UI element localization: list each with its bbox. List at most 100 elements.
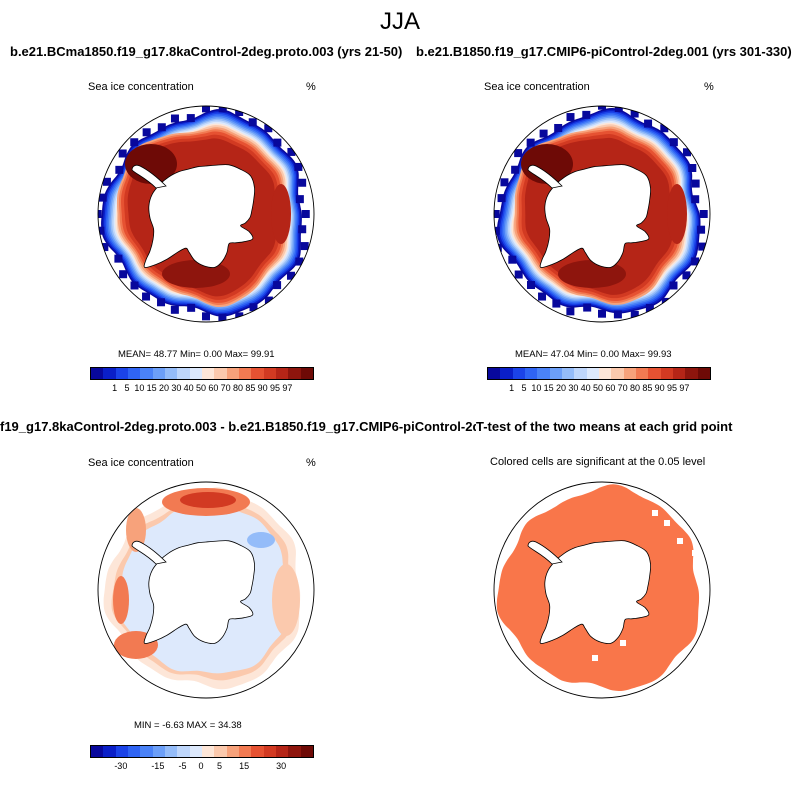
colorbar-swatch bbox=[524, 368, 538, 379]
diff-max-core bbox=[180, 492, 236, 508]
colorbar-swatch bbox=[288, 746, 301, 757]
colorbar-tick-label: -15 bbox=[151, 761, 165, 771]
colorbar-swatch bbox=[201, 368, 215, 379]
colorbar-tick-label: 95 bbox=[269, 383, 280, 393]
ice-edge-cell bbox=[286, 271, 295, 280]
ice-edge-cell bbox=[142, 128, 151, 137]
colorbar-swatch bbox=[623, 368, 636, 379]
ice-edge-cell bbox=[682, 271, 691, 280]
panel-1-stats: MEAN= 48.77 Min= 0.00 Max= 99.91 bbox=[118, 349, 275, 360]
map-border bbox=[493, 105, 711, 323]
colorbar-swatch bbox=[635, 368, 649, 379]
colorbar-swatch bbox=[214, 368, 227, 379]
panel-3-stats: MIN = -6.63 MAX = 34.38 bbox=[134, 720, 242, 731]
colorbar-tick-label: 5 bbox=[216, 761, 222, 771]
colorbar-tick-label: 60 bbox=[605, 383, 616, 393]
colorbar-tick-label: 80 bbox=[232, 383, 243, 393]
ice-edge-cell bbox=[645, 303, 654, 312]
colorbar-tick-label: 95 bbox=[666, 383, 677, 393]
ice-edge-cell bbox=[598, 309, 606, 318]
ice-edge-cell bbox=[688, 163, 697, 172]
panel-3-colorbar bbox=[90, 745, 314, 758]
ice-edge-cell bbox=[157, 123, 166, 132]
panel-2-field-label: Sea ice concentration bbox=[484, 81, 590, 93]
panel-2-stats: MEAN= 47.04 Min= 0.00 Max= 99.93 bbox=[515, 349, 672, 360]
ice-edge-cell bbox=[142, 292, 151, 301]
ice-edge-cell bbox=[294, 162, 303, 171]
colorbar-swatch bbox=[697, 368, 710, 379]
colorbar-tick-label: 30 bbox=[276, 761, 287, 771]
colorbar-swatch bbox=[660, 368, 673, 379]
ice-edge-cell bbox=[566, 113, 575, 122]
ice-edge-cell bbox=[697, 225, 706, 234]
non-significant-cell bbox=[652, 510, 658, 516]
non-significant-cell bbox=[677, 538, 683, 544]
colorbar-tick-label: 85 bbox=[245, 383, 256, 393]
colorbar-tick-label: 80 bbox=[629, 383, 640, 393]
non-significant-cell bbox=[692, 550, 698, 556]
panel-1-map bbox=[97, 105, 315, 323]
colorbar-swatch bbox=[500, 368, 513, 379]
ice-edge-cell bbox=[511, 165, 520, 174]
map-border bbox=[97, 105, 315, 323]
colorbar-swatch bbox=[288, 368, 301, 379]
panel-4-subtitle: Colored cells are significant at the 0.0… bbox=[490, 456, 706, 468]
panel-2-title: b.e21.B1850.f19_g17.CMIP6-piControl-2deg… bbox=[416, 44, 792, 59]
colorbar-swatch bbox=[512, 368, 525, 379]
colorbar-tick-label: 70 bbox=[220, 383, 231, 393]
colorbar-tick-label: 15 bbox=[239, 761, 250, 771]
ice-edge-cell bbox=[187, 303, 196, 312]
colorbar-tick-label: 20 bbox=[158, 383, 169, 393]
colorbar-swatch bbox=[275, 746, 289, 757]
ice-edge-cell bbox=[295, 195, 304, 204]
colorbar-swatch bbox=[152, 746, 165, 757]
colorbar-swatch bbox=[586, 368, 599, 379]
colorbar-swatch bbox=[226, 368, 239, 379]
ice-edge-cell bbox=[202, 312, 210, 321]
ice-edge-cell bbox=[298, 225, 307, 234]
colorbar-tick-label: 40 bbox=[183, 383, 194, 393]
colorbar-swatch bbox=[238, 746, 252, 757]
colorbar-swatch bbox=[226, 746, 239, 757]
colorbar-swatch bbox=[300, 746, 313, 757]
ice-edge-cell bbox=[526, 138, 535, 147]
figure-title: JJA bbox=[379, 8, 420, 35]
colorbar-swatch bbox=[91, 368, 104, 379]
ice-edge-cell bbox=[538, 292, 547, 301]
colorbar-swatch bbox=[549, 368, 562, 379]
colorbar-tick-label: 97 bbox=[679, 383, 690, 393]
ice-edge-cell bbox=[691, 257, 700, 266]
diff-region bbox=[126, 508, 146, 552]
colorbar-tick-label: 90 bbox=[257, 383, 268, 393]
colorbar-swatch bbox=[537, 368, 550, 379]
colorbar-tick-label: 40 bbox=[580, 383, 591, 393]
ice-edge-cell bbox=[118, 149, 127, 158]
ice-edge-cell bbox=[699, 210, 708, 218]
map-border bbox=[97, 481, 315, 699]
ice-edge-cell bbox=[527, 280, 536, 289]
ice-edge-cell bbox=[554, 123, 563, 132]
colorbar-tick-label: 50 bbox=[195, 383, 206, 393]
ice-edge-cell bbox=[170, 305, 179, 314]
colorbar-swatch bbox=[263, 368, 276, 379]
colorbar-swatch bbox=[275, 368, 289, 379]
panel-2-map bbox=[493, 105, 711, 323]
colorbar-tick-label: 5 bbox=[124, 383, 130, 393]
colorbar-swatch bbox=[598, 368, 612, 379]
ice-edge-cell bbox=[186, 114, 195, 123]
panel-2-colorbar bbox=[487, 367, 711, 380]
ice-edge-cell bbox=[614, 106, 623, 113]
ice-edge-cell bbox=[114, 254, 123, 263]
panel-1-field-label: Sea ice concentration bbox=[88, 81, 194, 93]
ice-edge-cell bbox=[301, 210, 310, 218]
ice-edge-cell bbox=[552, 299, 561, 308]
ice-edge-cell bbox=[691, 195, 700, 204]
colorbar-swatch bbox=[263, 746, 276, 757]
antarctic-peninsula bbox=[527, 540, 563, 565]
colorbar-tick-label: 60 bbox=[208, 383, 219, 393]
colorbar-swatch bbox=[115, 368, 128, 379]
panel-4-map bbox=[493, 481, 711, 699]
diff-negative-region bbox=[247, 532, 275, 548]
colorbar-tick-label: 30 bbox=[568, 383, 579, 393]
ice-core-east bbox=[667, 184, 687, 244]
